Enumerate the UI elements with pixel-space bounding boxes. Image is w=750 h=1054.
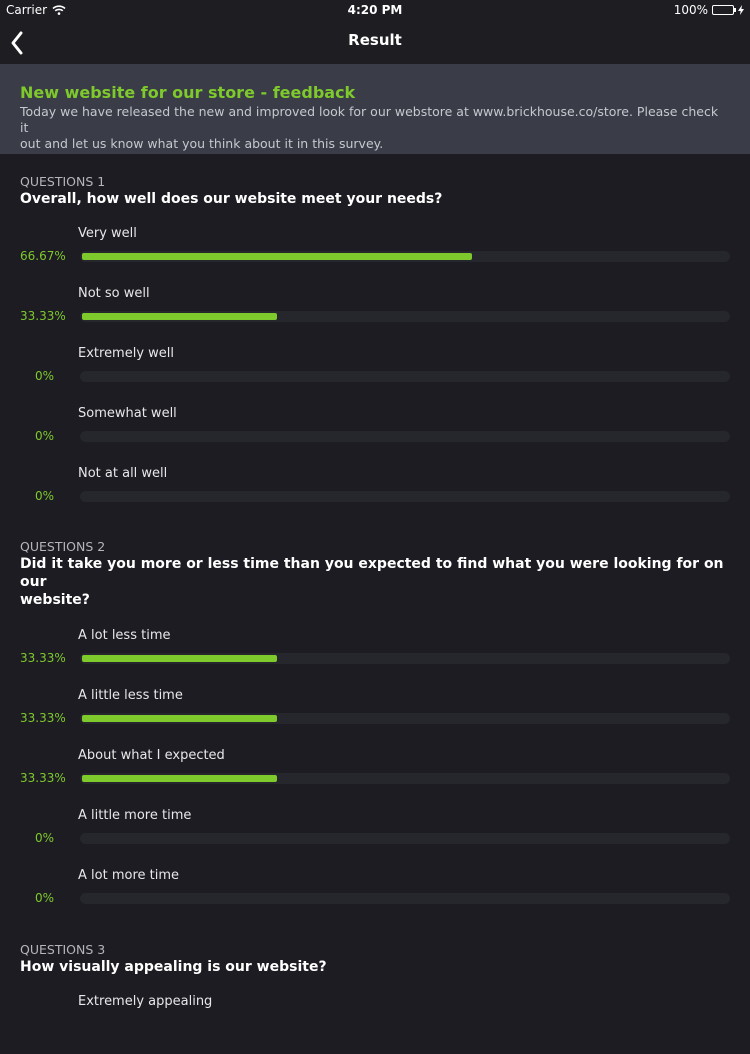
- answer-option: Extremely appealing: [20, 994, 730, 1054]
- navigation-bar: Result: [0, 22, 750, 64]
- option-label: About what I expected: [78, 748, 225, 763]
- option-label: A little more time: [78, 808, 192, 823]
- answer-option: A little more time 0%: [20, 808, 730, 868]
- progress-bar: [82, 253, 473, 260]
- question-text: Overall, how well does our website meet …: [20, 191, 443, 207]
- progress-track: [80, 893, 730, 904]
- survey-title: New website for our store - feedback: [20, 83, 356, 102]
- option-percent: 0%: [34, 369, 54, 383]
- option-label: Not at all well: [78, 466, 168, 481]
- option-percent: 0%: [34, 891, 54, 905]
- charging-bolt-icon: [738, 5, 744, 15]
- question-block: QUESTIONS 2 Did it take you more or less…: [0, 526, 750, 928]
- answer-option: Extremely well 0%: [20, 346, 730, 406]
- status-bar: Carrier 4:20 PM 100%: [0, 0, 750, 22]
- option-label: A lot less time: [78, 628, 171, 643]
- page-title: Result: [348, 31, 402, 49]
- option-label: Not so well: [78, 286, 150, 301]
- progress-bar: [82, 655, 277, 662]
- question-number: QUESTIONS 2: [20, 539, 106, 554]
- progress-track: [80, 491, 730, 502]
- battery-icon: [712, 5, 736, 15]
- answer-option: Not at all well 0%: [20, 466, 730, 526]
- battery-indicator: 100%: [674, 3, 744, 17]
- question-number: QUESTIONS 3: [20, 942, 106, 957]
- progress-track: [80, 653, 730, 664]
- progress-track: [80, 773, 730, 784]
- survey-header: New website for our store - feedback Tod…: [0, 64, 750, 154]
- option-percent: 0%: [34, 831, 54, 845]
- question-text-line: Did it take you more or less time than y…: [20, 556, 724, 590]
- question-number: QUESTIONS 1: [20, 174, 106, 189]
- answer-option: A little less time 33.33%: [20, 688, 730, 748]
- progress-bar: [82, 313, 277, 320]
- progress-track: [80, 431, 730, 442]
- chevron-left-icon: [11, 31, 23, 55]
- progress-track: [80, 713, 730, 724]
- option-percent: 33.33%: [20, 309, 66, 323]
- carrier-indicator: Carrier: [6, 3, 66, 17]
- option-percent: 0%: [34, 489, 54, 503]
- question-block: QUESTIONS 1 Overall, how well does our w…: [0, 154, 750, 526]
- answer-option: Very well 66.67%: [20, 226, 730, 286]
- progress-track: [80, 311, 730, 322]
- answer-option: Not so well 33.33%: [20, 286, 730, 346]
- results-list[interactable]: QUESTIONS 1 Overall, how well does our w…: [0, 154, 750, 1054]
- survey-description-line: out and let us know what you think about…: [20, 136, 384, 151]
- back-button[interactable]: [6, 27, 38, 59]
- option-percent: 33.33%: [20, 651, 66, 665]
- wifi-icon: [52, 5, 66, 15]
- question-block: QUESTIONS 3 How visually appealing is ou…: [0, 928, 750, 1054]
- answer-option: A lot more time 0%: [20, 868, 730, 928]
- option-percent: 0%: [34, 429, 54, 443]
- survey-description-line: Today we have released the new and impro…: [20, 104, 719, 135]
- clock: 4:20 PM: [347, 3, 403, 17]
- option-percent: 33.33%: [20, 771, 66, 785]
- option-label: A lot more time: [78, 868, 179, 883]
- survey-description: Today we have released the new and impro…: [20, 104, 730, 152]
- option-percent: 33.33%: [20, 711, 66, 725]
- answer-option: About what I expected 33.33%: [20, 748, 730, 808]
- option-label: Very well: [78, 226, 137, 241]
- question-text: How visually appealing is our website?: [20, 959, 327, 975]
- option-label: Extremely well: [78, 346, 175, 361]
- progress-track: [80, 833, 730, 844]
- option-label: Somewhat well: [78, 406, 177, 421]
- answer-option: Somewhat well 0%: [20, 406, 730, 466]
- option-percent: 66.67%: [20, 249, 66, 263]
- carrier-label: Carrier: [6, 3, 48, 17]
- question-text: Did it take you more or less time than y…: [20, 555, 730, 609]
- progress-track: [80, 371, 730, 382]
- progress-bar: [82, 775, 277, 782]
- question-text-line: website?: [20, 592, 90, 608]
- battery-percent: 100%: [673, 3, 708, 17]
- progress-bar: [82, 715, 277, 722]
- progress-track: [80, 251, 730, 262]
- option-label: A little less time: [78, 688, 183, 703]
- option-label: Extremely appealing: [78, 994, 213, 1009]
- answer-option: A lot less time 33.33%: [20, 628, 730, 688]
